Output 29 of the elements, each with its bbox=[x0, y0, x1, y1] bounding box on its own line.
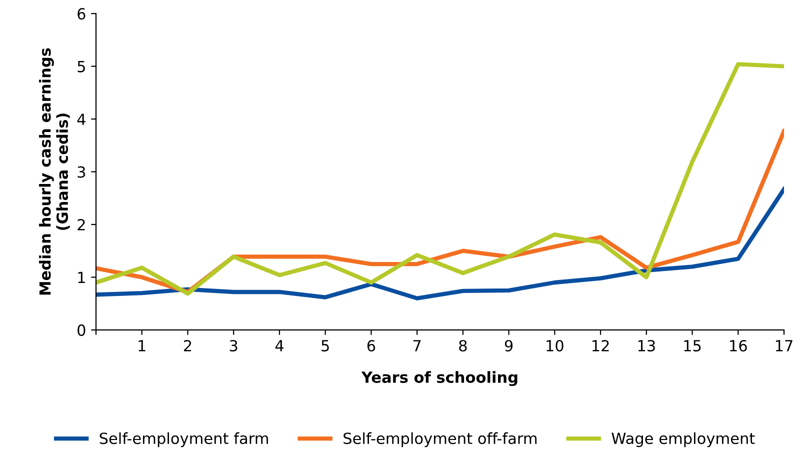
x-tick-label: 3 bbox=[230, 340, 238, 352]
x-tick-label: 4 bbox=[275, 340, 284, 352]
y-tick-label: 2 bbox=[78, 218, 85, 230]
legend-label: Wage employment bbox=[612, 432, 755, 448]
line-series bbox=[96, 62, 784, 296]
y-tick-label: 3 bbox=[78, 166, 86, 178]
y-tick-label: 6 bbox=[78, 8, 86, 20]
x-tick-label: 1 bbox=[138, 340, 146, 352]
y-tick-label: 0 bbox=[78, 324, 86, 336]
y-tick-label: 4 bbox=[77, 114, 86, 125]
x-tick-label: 9 bbox=[504, 340, 513, 352]
x-tick-label: 17 bbox=[776, 340, 792, 352]
line-series bbox=[96, 187, 784, 300]
legend-label: Self-employment off-farm bbox=[344, 432, 537, 448]
x-axis-title: Years of schooling bbox=[361, 371, 518, 386]
x-tick-label: 8 bbox=[459, 340, 467, 352]
x-tick-label: 7 bbox=[413, 340, 421, 352]
y-tick-label: 1 bbox=[78, 272, 85, 284]
x-tick-label: 13 bbox=[638, 340, 655, 352]
y-axis-title: Median hourly cash earnings (Ghana cedis) bbox=[38, 48, 70, 295]
x-tick-label: 2 bbox=[184, 340, 192, 352]
x-tick-label: 6 bbox=[367, 340, 376, 352]
x-tick-label: 16 bbox=[730, 340, 747, 352]
x-tick-label: 5 bbox=[322, 340, 329, 352]
legend-label: Self-employment farm bbox=[100, 432, 268, 448]
x-tick-label: 15 bbox=[684, 340, 701, 352]
x-tick-label: 10 bbox=[546, 340, 564, 352]
y-tick-label: 5 bbox=[78, 60, 85, 72]
x-tick-label: 12 bbox=[592, 340, 609, 352]
